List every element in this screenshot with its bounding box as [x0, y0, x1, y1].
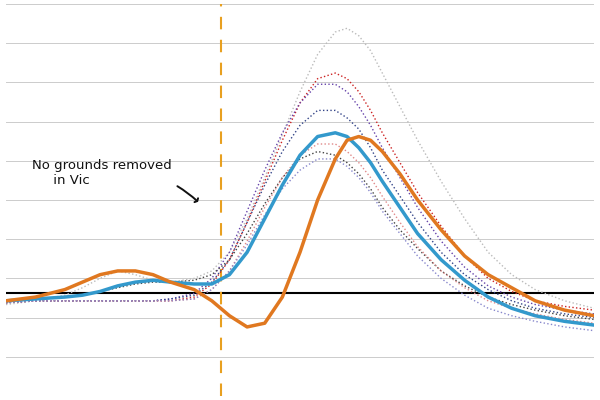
Text: No grounds removed
     in Vic: No grounds removed in Vic	[32, 159, 198, 202]
